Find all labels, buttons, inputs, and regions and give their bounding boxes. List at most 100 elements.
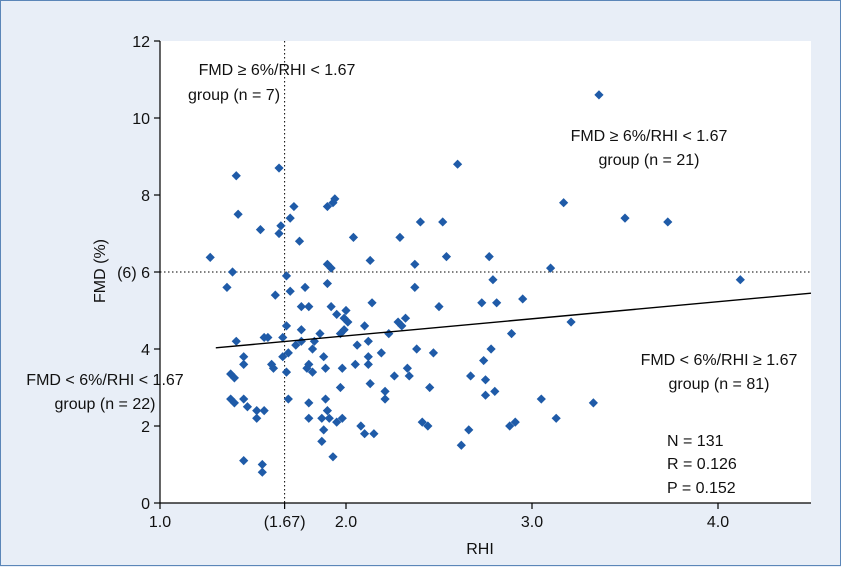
annotation-bottom-left-line1: FMD < 6%/RHI < 1.67 <box>26 372 183 389</box>
data-point <box>319 352 329 362</box>
data-point <box>348 232 359 242</box>
data-point <box>367 298 377 308</box>
data-point <box>233 209 243 219</box>
data-point <box>304 413 314 423</box>
data-point <box>259 406 269 416</box>
data-point <box>239 359 249 369</box>
data-point <box>257 459 267 470</box>
data-point <box>326 263 336 273</box>
data-point <box>337 413 347 423</box>
data-point <box>376 348 386 358</box>
data-point <box>322 201 332 212</box>
data-point <box>263 332 273 343</box>
data-point <box>352 340 362 350</box>
data-point <box>330 194 340 204</box>
y-tick-label: 4 <box>141 342 150 359</box>
data-point <box>291 340 301 350</box>
data-point <box>488 275 498 285</box>
data-point <box>479 355 489 366</box>
data-point <box>453 159 463 169</box>
data-point <box>341 305 351 316</box>
annotation-top-left-line2: group (n = 7) <box>188 87 280 104</box>
data-point <box>300 282 310 292</box>
data-point <box>322 406 332 416</box>
data-point <box>477 298 487 308</box>
axes: 0 2 4 (6) 6 8 10 12 1.0 (1.67) 2.0 3.0 4.0 <box>117 34 811 531</box>
data-point <box>365 379 375 389</box>
data-point <box>363 352 373 362</box>
data-point <box>335 329 346 339</box>
data-point <box>337 363 347 373</box>
data-point <box>274 228 284 239</box>
data-point <box>350 359 360 369</box>
data-point <box>425 382 435 393</box>
annotation-top-right-line2: group (n = 21) <box>599 152 700 169</box>
data-point <box>281 271 292 281</box>
data-point <box>328 452 338 462</box>
data-point <box>231 171 241 181</box>
stat-n: N = 131 <box>667 433 724 450</box>
data-point <box>360 429 370 439</box>
data-point <box>296 336 306 346</box>
data-point <box>397 321 407 331</box>
data-point <box>304 302 314 312</box>
data-point <box>304 359 314 369</box>
data-point <box>278 352 288 362</box>
y-tick-label: 8 <box>141 188 150 205</box>
data-point <box>226 369 236 379</box>
data-point <box>423 421 433 431</box>
data-point <box>317 413 327 423</box>
data-point <box>343 317 353 327</box>
x-tick-label: 1.0 <box>149 514 171 531</box>
data-point <box>289 201 299 212</box>
data-point <box>505 421 515 431</box>
data-point <box>384 329 394 339</box>
data-point <box>319 425 329 435</box>
data-point <box>365 255 375 266</box>
data-point <box>490 386 500 396</box>
data-point <box>434 302 444 312</box>
data-point <box>356 421 366 431</box>
data-point <box>252 406 262 416</box>
data-point <box>735 275 745 285</box>
data-point <box>363 336 373 346</box>
data-point <box>281 321 292 331</box>
annotation-bottom-right-line2: group (n = 81) <box>669 376 770 393</box>
data-point <box>464 425 474 435</box>
y-tick-label: 10 <box>132 111 150 128</box>
data-point <box>285 286 295 296</box>
data-point <box>226 394 236 404</box>
data-point <box>380 386 390 396</box>
data-point <box>441 252 452 262</box>
data-point <box>412 344 422 354</box>
data-point <box>205 252 215 262</box>
data-point <box>486 344 496 354</box>
data-point <box>400 313 411 323</box>
y-tick-label: (6) 6 <box>117 265 150 282</box>
data-point <box>324 413 334 423</box>
data-point <box>332 309 342 319</box>
data-point <box>294 236 305 246</box>
data-point <box>239 394 249 404</box>
data-point <box>415 217 425 227</box>
data-point <box>307 344 318 354</box>
data-point <box>274 163 284 173</box>
data-point <box>255 225 266 235</box>
data-point <box>466 371 476 381</box>
y-tick-label: 0 <box>141 496 150 513</box>
regression-line-path <box>215 292 812 349</box>
data-point <box>484 252 494 262</box>
data-points <box>205 90 745 477</box>
x-tick-label: 2.0 <box>335 514 357 531</box>
data-point <box>506 329 517 339</box>
data-point <box>380 394 390 404</box>
data-point <box>360 321 370 331</box>
data-point <box>285 213 295 223</box>
y-tick-label: 12 <box>132 34 150 51</box>
data-point <box>559 198 569 208</box>
data-point <box>536 394 546 404</box>
annotation-top-right-line1: FMD ≥ 6%/RHI < 1.67 <box>571 128 728 145</box>
reference-lines <box>160 41 811 503</box>
